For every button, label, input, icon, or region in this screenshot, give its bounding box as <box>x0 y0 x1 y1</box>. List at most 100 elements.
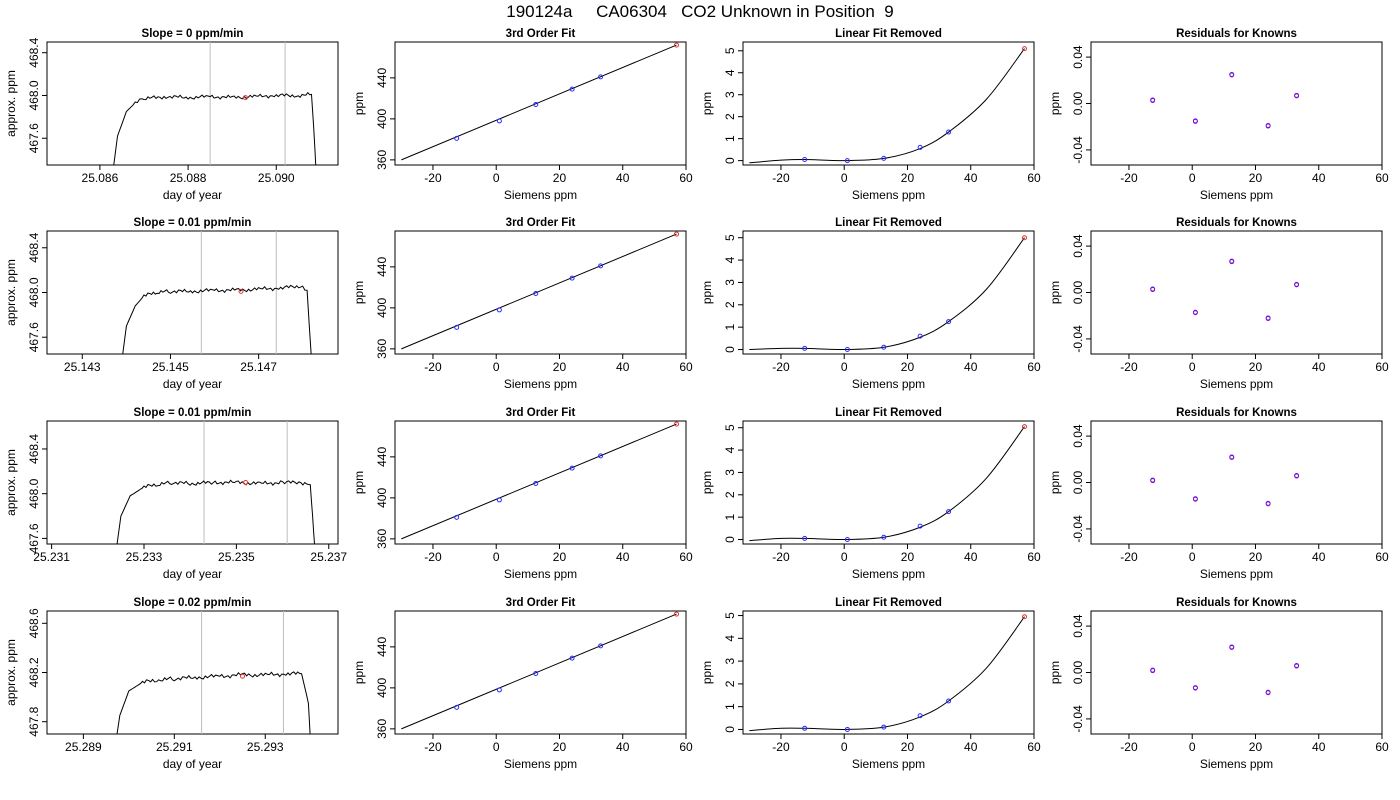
known-point <box>598 263 604 269</box>
plot-area <box>401 42 680 161</box>
y-tick-label: 3 <box>723 91 737 98</box>
y-tick-label: 360 <box>375 150 389 170</box>
x-tick-label: 25.147 <box>240 360 277 374</box>
y-axis-label: ppm <box>700 471 714 494</box>
plot-frame <box>1090 420 1383 545</box>
x-tick-label: -20 <box>772 171 790 185</box>
x-tick-label: 25.293 <box>247 740 284 754</box>
x-axis-label: day of year <box>163 567 222 581</box>
known-point-overlay <box>1265 123 1271 129</box>
unknown-point <box>674 421 680 427</box>
y-tick-label: 0 <box>723 157 737 164</box>
plot-area <box>116 421 316 544</box>
x-tick-label: 40 <box>616 550 630 564</box>
panel-title: Slope = 0 ppm/min <box>142 28 244 40</box>
known-point <box>917 144 923 150</box>
y-axis-label: ppm <box>700 661 714 684</box>
x-tick-label: 60 <box>1027 360 1041 374</box>
y-tick-label: 1 <box>723 324 737 331</box>
plot-frame <box>742 610 1035 735</box>
plot-frame <box>742 420 1035 545</box>
known-point <box>454 135 460 141</box>
x-tick-label: -20 <box>424 740 442 754</box>
x-tick-label: 25.291 <box>156 740 193 754</box>
x-tick-label: -20 <box>1120 740 1138 754</box>
known-point <box>917 333 923 339</box>
known-point <box>946 698 952 704</box>
x-tick-label: -20 <box>772 740 790 754</box>
x-tick-label: 0 <box>493 171 500 185</box>
unknown-point <box>1022 614 1028 620</box>
known-point <box>533 481 539 487</box>
fit-curve <box>749 237 1025 351</box>
x-axis-label: Siemens ppm <box>504 567 577 581</box>
panel-2-3: Linear Fit Removed -20 0 20 40 60 0 1 2 3 4 5 Siemen… <box>700 217 1041 391</box>
panel-3-1: Slope = 0.01 ppm/min 25.231 25.233 25.235 25… <box>4 407 347 581</box>
known-point-overlay <box>1150 98 1156 104</box>
unknown-point <box>1022 235 1028 241</box>
known-point <box>598 643 604 649</box>
y-tick-label: 0 <box>723 536 737 543</box>
x-axis-label: Siemens ppm <box>852 757 925 771</box>
x-tick-label: 60 <box>1027 740 1041 754</box>
panel-3-3: Linear Fit Removed -20 0 20 40 60 0 1 2 3 4 5 Siemen… <box>700 407 1041 581</box>
known-point <box>802 157 808 163</box>
y-tick-label: 400 <box>375 488 389 508</box>
x-tick-label: 0 <box>493 550 500 564</box>
y-tick-label: 4 <box>723 635 737 642</box>
y-tick-label: 5 <box>723 234 737 241</box>
x-axis-label: Siemens ppm <box>852 188 925 202</box>
known-point <box>496 307 502 313</box>
panel-title: Slope = 0.01 ppm/min <box>134 217 252 229</box>
y-tick-label: 0 <box>723 726 737 733</box>
x-tick-label: 25.086 <box>82 171 119 185</box>
known-point-overlay <box>1265 501 1271 507</box>
x-tick-label: 20 <box>901 360 915 374</box>
measurement-trace <box>113 91 317 165</box>
x-tick-label: 20 <box>553 740 567 754</box>
panel-1-4: Residuals for Knowns -20 0 20 40 60 -0.04 0.00 0… <box>1048 28 1389 202</box>
x-tick-label: -20 <box>1120 360 1138 374</box>
known-point <box>496 687 502 693</box>
x-tick-label: -20 <box>772 550 790 564</box>
known-point <box>844 158 850 164</box>
y-tick-label: 440 <box>375 257 389 277</box>
y-tick-label: 440 <box>375 637 389 657</box>
known-point <box>946 129 952 135</box>
x-tick-label: 25.145 <box>152 360 189 374</box>
x-tick-label: -20 <box>1120 171 1138 185</box>
known-point <box>454 514 460 520</box>
known-point <box>533 102 539 108</box>
y-tick-label: 3 <box>723 279 737 286</box>
plot-area <box>1150 71 1300 129</box>
y-tick-label: 360 <box>375 719 389 739</box>
plot-frame <box>1090 610 1383 735</box>
mean-point <box>240 673 246 679</box>
unknown-point <box>674 231 680 237</box>
fit-curve <box>401 613 677 730</box>
x-tick-label: 60 <box>679 360 693 374</box>
y-tick-label: 0 <box>723 346 737 353</box>
known-point-overlay <box>1229 455 1235 460</box>
panel-2-1: Slope = 0.01 ppm/min 25.143 25.145 25.147 46… <box>4 217 339 391</box>
known-point <box>881 344 887 350</box>
known-point <box>844 726 850 732</box>
known-point <box>917 713 923 719</box>
panel-2-4: Residuals for Knowns -20 0 20 40 60 -0.04 0.00 0… <box>1048 217 1389 391</box>
known-point <box>569 86 575 92</box>
y-tick-label: 440 <box>375 447 389 467</box>
y-tick-label: 440 <box>375 68 389 88</box>
panel-title: Residuals for Knowns <box>1176 28 1297 40</box>
known-point-overlay <box>1192 310 1198 316</box>
known-point-overlay <box>1294 282 1299 288</box>
panel-3-4: Residuals for Knowns -20 0 20 40 60 -0.04 0.00 0… <box>1048 407 1389 581</box>
y-tick-label: 467.6 <box>27 523 41 553</box>
y-tick-label: 3 <box>723 469 737 476</box>
known-point-overlay <box>1192 685 1198 691</box>
known-point-overlay <box>1192 496 1198 502</box>
y-tick-label: -0.04 <box>1071 515 1085 543</box>
x-axis-label: Siemens ppm <box>1200 757 1273 771</box>
y-tick-label: 0.00 <box>1071 470 1085 494</box>
y-tick-label: 0.00 <box>1071 91 1085 115</box>
